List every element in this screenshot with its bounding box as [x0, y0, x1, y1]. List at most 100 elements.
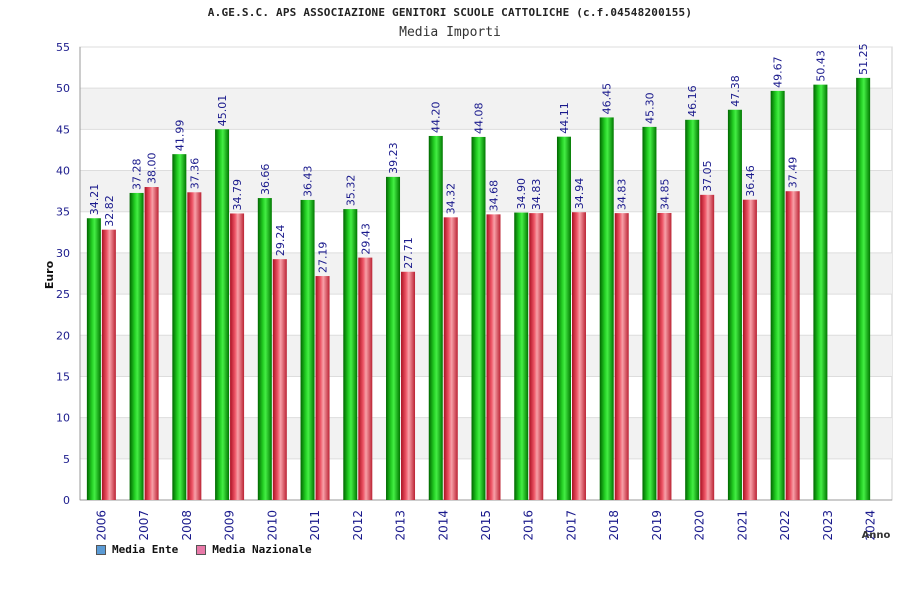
x-tick-label: 2018 — [607, 510, 621, 541]
grid-band — [80, 88, 892, 130]
legend: Media Ente Media Nazionale — [96, 543, 312, 556]
data-label-media-ente-2009: 45.01 — [216, 95, 229, 127]
legend-label-media-ente: Media Ente — [112, 543, 179, 556]
data-label-media-ente-2015: 44.08 — [473, 102, 486, 134]
bar-media-nazionale-2008 — [187, 192, 202, 500]
y-tick-label: 15 — [56, 370, 70, 383]
x-tick-label: 2019 — [650, 510, 664, 541]
legend-swatch-media-nazionale — [196, 544, 207, 555]
bar-media-nazionale-2019 — [657, 212, 672, 501]
bar-media-nazionale-2013 — [401, 271, 416, 500]
bar-media-ente-2017 — [556, 136, 571, 500]
y-tick-label: 45 — [56, 123, 70, 136]
data-label-media-nazionale-2010: 29.24 — [274, 225, 287, 257]
data-label-media-nazionale-2022: 37.49 — [787, 157, 800, 189]
data-label-media-ente-2022: 49.67 — [772, 56, 785, 88]
y-tick-label: 50 — [56, 82, 70, 95]
bar-media-ente-2006 — [86, 218, 101, 500]
bar-media-nazionale-2020 — [700, 194, 715, 501]
data-label-media-nazionale-2012: 29.43 — [359, 223, 372, 255]
x-tick-label: 2024 — [864, 510, 878, 541]
x-tick-label: 2020 — [693, 510, 707, 541]
bar-media-nazionale-2007 — [144, 187, 159, 500]
bar-media-nazionale-2018 — [614, 213, 629, 501]
data-label-media-ente-2013: 39.23 — [387, 142, 400, 174]
x-tick-label: 2023 — [821, 510, 835, 541]
data-label-media-ente-2012: 35.32 — [344, 175, 357, 207]
legend-swatch-media-ente — [96, 544, 106, 555]
data-label-media-nazionale-2014: 34.32 — [445, 183, 458, 215]
data-label-media-nazionale-2017: 34.94 — [573, 178, 586, 210]
data-label-media-ente-2020: 46.16 — [686, 85, 699, 117]
bar-media-ente-2011 — [300, 199, 315, 500]
bar-media-ente-2014 — [428, 135, 443, 500]
bar-media-ente-2020 — [685, 119, 700, 501]
bar-media-nazionale-2022 — [785, 191, 800, 500]
x-tick-label: 2015 — [479, 510, 493, 541]
bar-media-nazionale-2014 — [443, 217, 458, 500]
x-tick-label: 2008 — [180, 510, 194, 541]
x-tick-label: 2022 — [778, 510, 792, 541]
data-label-media-nazionale-2008: 37.36 — [188, 158, 201, 190]
bar-media-ente-2022 — [770, 90, 785, 501]
data-label-media-ente-2024: 51.25 — [857, 43, 870, 75]
x-tick-label: 2021 — [735, 510, 749, 541]
grid-band — [80, 252, 892, 295]
data-label-media-nazionale-2013: 27.71 — [402, 237, 415, 269]
bar-media-nazionale-2012 — [358, 257, 373, 500]
data-label-media-ente-2016: 34.90 — [515, 178, 528, 210]
data-label-media-ente-2008: 41.99 — [173, 120, 186, 152]
bar-media-ente-2018 — [599, 117, 614, 501]
x-tick-label: 2007 — [137, 510, 151, 541]
data-label-media-ente-2007: 37.28 — [131, 158, 144, 190]
y-tick-label: 40 — [56, 165, 70, 178]
bar-media-ente-2016 — [514, 212, 529, 500]
x-tick-label: 2013 — [394, 510, 408, 541]
chart-title: A.GE.S.C. APS ASSOCIAZIONE GENITORI SCUO… — [207, 6, 693, 19]
legend-label-media-nazionale: Media Nazionale — [212, 543, 312, 556]
x-tick-label: 2016 — [522, 510, 536, 541]
bar-media-ente-2021 — [727, 109, 742, 500]
data-label-media-nazionale-2006: 32.82 — [103, 195, 116, 227]
data-label-media-ente-2021: 47.38 — [729, 75, 742, 107]
data-label-media-ente-2017: 44.11 — [558, 102, 571, 134]
bar-media-ente-2007 — [129, 192, 144, 500]
bar-media-ente-2015 — [471, 136, 486, 500]
bar-media-nazionale-2016 — [529, 213, 544, 501]
bar-media-ente-2019 — [642, 126, 657, 500]
x-tick-label: 2006 — [94, 510, 108, 541]
data-label-media-nazionale-2019: 34.85 — [658, 178, 671, 210]
bar-media-nazionale-2021 — [742, 199, 757, 500]
bar-media-ente-2023 — [813, 84, 828, 500]
x-axis-label: Anno — [862, 530, 891, 541]
y-tick-label: 35 — [56, 206, 70, 219]
data-label-media-nazionale-2021: 36.46 — [744, 165, 757, 197]
y-tick-label: 10 — [56, 412, 70, 425]
y-tick-label: 30 — [56, 247, 70, 260]
y-tick-label: 55 — [56, 41, 70, 54]
x-tick-label: 2009 — [223, 510, 237, 541]
y-tick-label: 25 — [56, 288, 70, 301]
y-tick-label: 20 — [56, 329, 70, 342]
bar-media-nazionale-2011 — [315, 276, 330, 500]
bar-media-nazionale-2006 — [101, 229, 116, 500]
data-label-media-nazionale-2016: 34.83 — [530, 179, 543, 211]
data-label-media-ente-2014: 44.20 — [430, 101, 443, 133]
bar-media-ente-2010 — [257, 198, 272, 500]
y-axis-label: Euro — [43, 260, 56, 289]
x-tick-label: 2010 — [265, 510, 279, 541]
data-label-media-nazionale-2009: 34.79 — [231, 179, 244, 211]
y-tick-label: 0 — [63, 494, 70, 507]
data-label-media-nazionale-2011: 27.19 — [317, 242, 330, 274]
x-tick-label: 2012 — [351, 510, 365, 541]
y-tick-label: 5 — [63, 453, 70, 466]
bar-media-nazionale-2010 — [272, 259, 287, 500]
grid-band — [80, 335, 892, 377]
bar-media-ente-2013 — [386, 176, 401, 500]
grid-band — [80, 170, 892, 212]
data-label-media-ente-2011: 36.43 — [302, 165, 315, 197]
legend-item-media-ente: Media Ente — [96, 543, 178, 556]
x-tick-label: 2017 — [564, 510, 578, 541]
